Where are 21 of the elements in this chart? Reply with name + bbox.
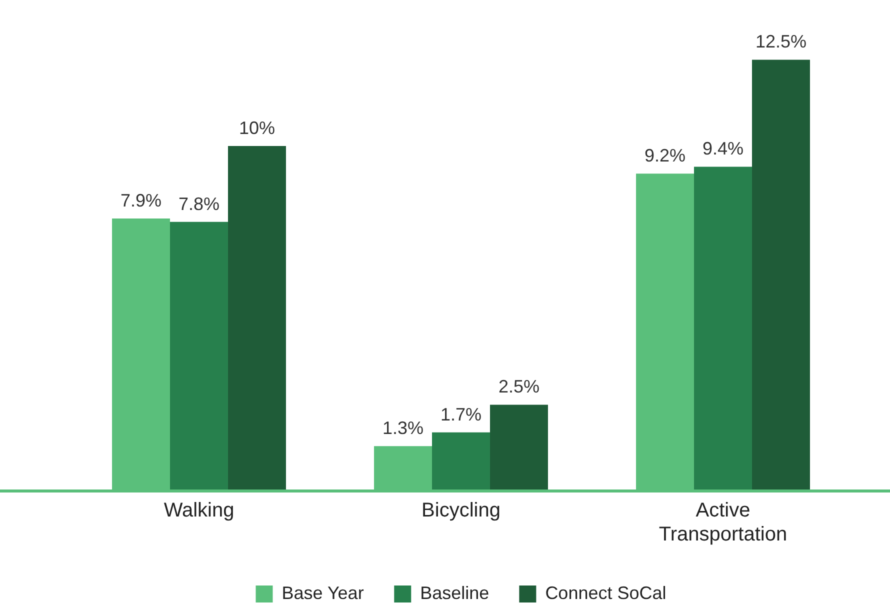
- data-label: 12.5%: [755, 32, 807, 52]
- legend-label: Base Year: [282, 582, 364, 603]
- legend-label: Connect SoCal: [545, 582, 666, 603]
- bar: [432, 432, 490, 491]
- data-label: 9.4%: [702, 138, 744, 159]
- bar: [228, 146, 286, 491]
- data-label: 7.8%: [178, 194, 220, 214]
- bar: [694, 166, 752, 491]
- x-tick-label: Bicycling: [422, 500, 500, 522]
- x-tick-label: Active Transportation: [658, 500, 788, 546]
- data-label: 2.5%: [498, 376, 540, 397]
- bar: [170, 222, 228, 491]
- bar: [490, 404, 548, 491]
- legend-label: Baseline: [420, 582, 490, 603]
- bar: [752, 60, 810, 491]
- data-label: 1.7%: [440, 404, 482, 424]
- data-label: 7.9%: [120, 190, 162, 210]
- data-label: 10%: [238, 118, 276, 138]
- x-tick-label: Walking: [164, 500, 234, 522]
- data-label: 1.3%: [382, 418, 424, 438]
- data-label: 9.2%: [644, 146, 686, 166]
